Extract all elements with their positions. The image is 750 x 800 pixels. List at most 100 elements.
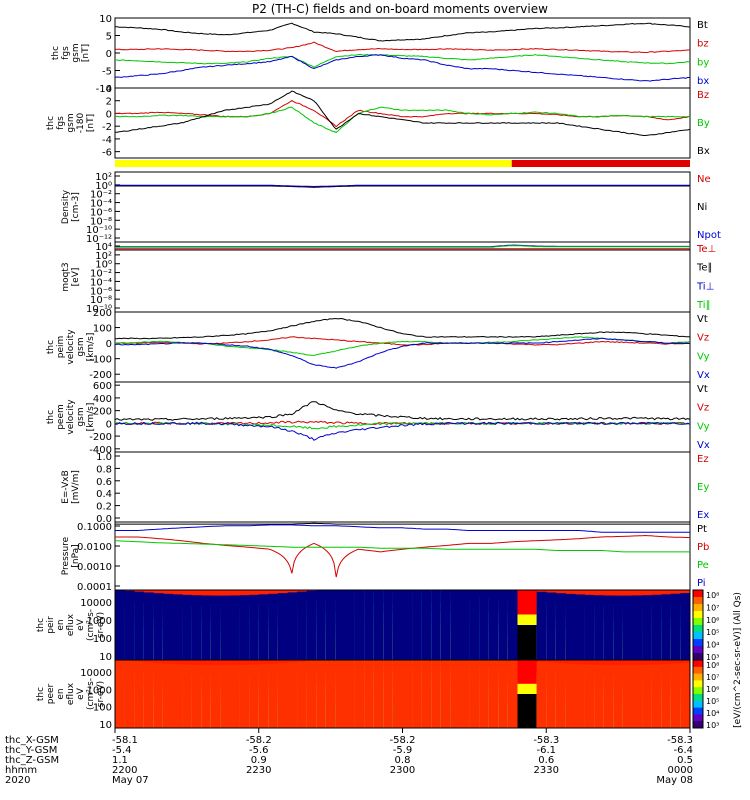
panel-frame: [114, 451, 691, 523]
panel-1: thc fgs gsm -180 [nT] 4 20 -2 -4 -6 Bz By Bx: [46, 84, 710, 159]
spectrogram-band: [632, 665, 643, 728]
y-label-line: velocity: [66, 329, 76, 365]
y-tick-label: 0.1000: [77, 522, 112, 533]
spectrogram-band: [335, 660, 346, 728]
y-tick-label: 600: [93, 381, 112, 392]
colorbar-swatch: [693, 687, 703, 695]
y-label-line: eV: [76, 618, 86, 631]
y-tick-label: 0.6: [96, 477, 112, 488]
panel-frame: [114, 241, 691, 313]
y-tick-label: 10⁻¹⁰: [86, 225, 112, 236]
spectrogram-band: [507, 660, 518, 728]
chart-title: P2 (TH-C) fields and on-board moments ov…: [252, 2, 548, 16]
y-label-line: [mV/m]: [71, 470, 81, 504]
spectrogram-band: [622, 595, 633, 660]
footer-x-gsm: -58.3: [667, 735, 693, 746]
spectrogram-cell: [527, 683, 538, 694]
spectrogram-band: [354, 590, 365, 660]
legend-Pe: Pe: [697, 560, 709, 571]
spectrogram-band: [230, 595, 241, 660]
spectrogram-cell: [527, 625, 538, 660]
spectrogram-band: [124, 660, 135, 728]
legend-by: by: [697, 57, 709, 68]
spectrogram-band: [565, 593, 576, 660]
y-tick-label: 0.0010: [77, 562, 112, 573]
legend-Bz: Bz: [697, 90, 709, 101]
spectrogram-band: [670, 593, 681, 660]
spectrogram-band: [383, 590, 394, 660]
spectrogram-band: [268, 593, 279, 660]
spectrogram-band: [412, 660, 423, 728]
y-tick-label: 10: [99, 14, 112, 25]
spectrogram-band: [162, 593, 173, 660]
spectrogram-band: [546, 662, 557, 728]
spectrogram-band: [469, 590, 480, 660]
y-tick-label: 10: [99, 720, 112, 731]
spectrogram-band: [249, 664, 260, 728]
y-tick-label: 10⁰: [95, 181, 112, 192]
colorbar-tick: 10³: [706, 653, 719, 662]
spectrogram-band: [325, 660, 336, 728]
y-label-line: peem: [56, 404, 66, 430]
colorbar-swatch: [693, 694, 703, 702]
panel-3: Density [cm-3] 10²10⁰10⁻²10⁻⁴10⁻⁶10⁻⁸10⁻¹⁰…: [61, 171, 721, 245]
spectrogram-band: [297, 661, 308, 728]
y-tick-label: 4: [106, 84, 112, 95]
spectrogram-cell: [517, 683, 528, 694]
spectrogram-band: [239, 665, 250, 728]
footer-y-gsm: -6.4: [673, 745, 693, 756]
y-tick-label: 10000: [80, 598, 112, 609]
y-tick-label: 0: [106, 109, 112, 120]
footer-y-gsm: -6.1: [536, 745, 556, 756]
spectrogram-band: [594, 665, 605, 728]
footer-z-gsm: 0.6: [538, 755, 554, 766]
y-axis-label: thc peer en eflux eV (cm²-s-sr-eV): [36, 678, 106, 710]
y-label-line: [cm-3]: [71, 192, 81, 222]
spectrogram-band: [306, 660, 317, 728]
series-bx: [114, 54, 691, 82]
series-Pt: [115, 522, 690, 525]
y-label-line: [nT]: [86, 114, 96, 132]
y-axis-label: thc fgs gsm -180 [nT]: [46, 113, 96, 134]
spectrogram-band: [268, 663, 279, 728]
legend-Vt: Vt: [697, 384, 708, 395]
spectrogram-band: [277, 663, 288, 728]
spectrogram-band: [364, 590, 375, 660]
spectrogram-band: [210, 595, 221, 660]
colorbar-tick: 10⁶: [706, 685, 719, 694]
spectrogram-band: [201, 595, 212, 660]
colorbar-swatch: [693, 625, 703, 633]
spectrogram-band: [115, 660, 126, 728]
y-axis-label: moqt3 [eV]: [61, 262, 81, 291]
spectrogram-band: [575, 664, 586, 728]
spectrogram-band: [134, 661, 145, 728]
spectrogram-band: [575, 594, 586, 660]
spectrogram-band: [373, 660, 384, 728]
spectrogram-cell: [517, 590, 528, 615]
y-tick-label: 2: [106, 97, 112, 108]
colorbar-tick: 10⁵: [706, 697, 719, 706]
panel-2: [115, 160, 690, 167]
legend-Ti⊥: Ti⊥: [696, 281, 714, 292]
y-label-line: E=-VxB: [61, 470, 71, 504]
panel-10: thc peer en eflux eV (cm²-s-sr-eV)10000100010…: [36, 659, 691, 731]
series-Ti∥: [115, 245, 690, 248]
y-tick-label: 10⁻²: [90, 190, 112, 201]
legend-Pt: Pt: [697, 524, 707, 535]
colorbar-swatch: [693, 604, 703, 612]
y-tick-label: 10⁻⁸: [90, 216, 112, 227]
y-tick-label: 200: [93, 308, 112, 319]
panel-5: thc peim velocity gsm [km/s] 200 100 0 -100 -200 V…: [46, 308, 710, 383]
spectrogram-cell: [517, 625, 528, 660]
spectrogram-band: [316, 660, 327, 728]
spectrogram-band: [172, 594, 183, 660]
spectrogram-band: [239, 595, 250, 660]
y-label-line: peim: [56, 336, 66, 359]
spectrogram-band: [431, 660, 442, 728]
legend-Vz: Vz: [697, 403, 709, 414]
y-label-line: (cm²-s-: [86, 609, 96, 641]
spectrogram-band: [364, 660, 375, 728]
footer-y-gsm: -5.4: [112, 745, 132, 756]
footer-z-gsm: 1.1: [112, 755, 128, 766]
